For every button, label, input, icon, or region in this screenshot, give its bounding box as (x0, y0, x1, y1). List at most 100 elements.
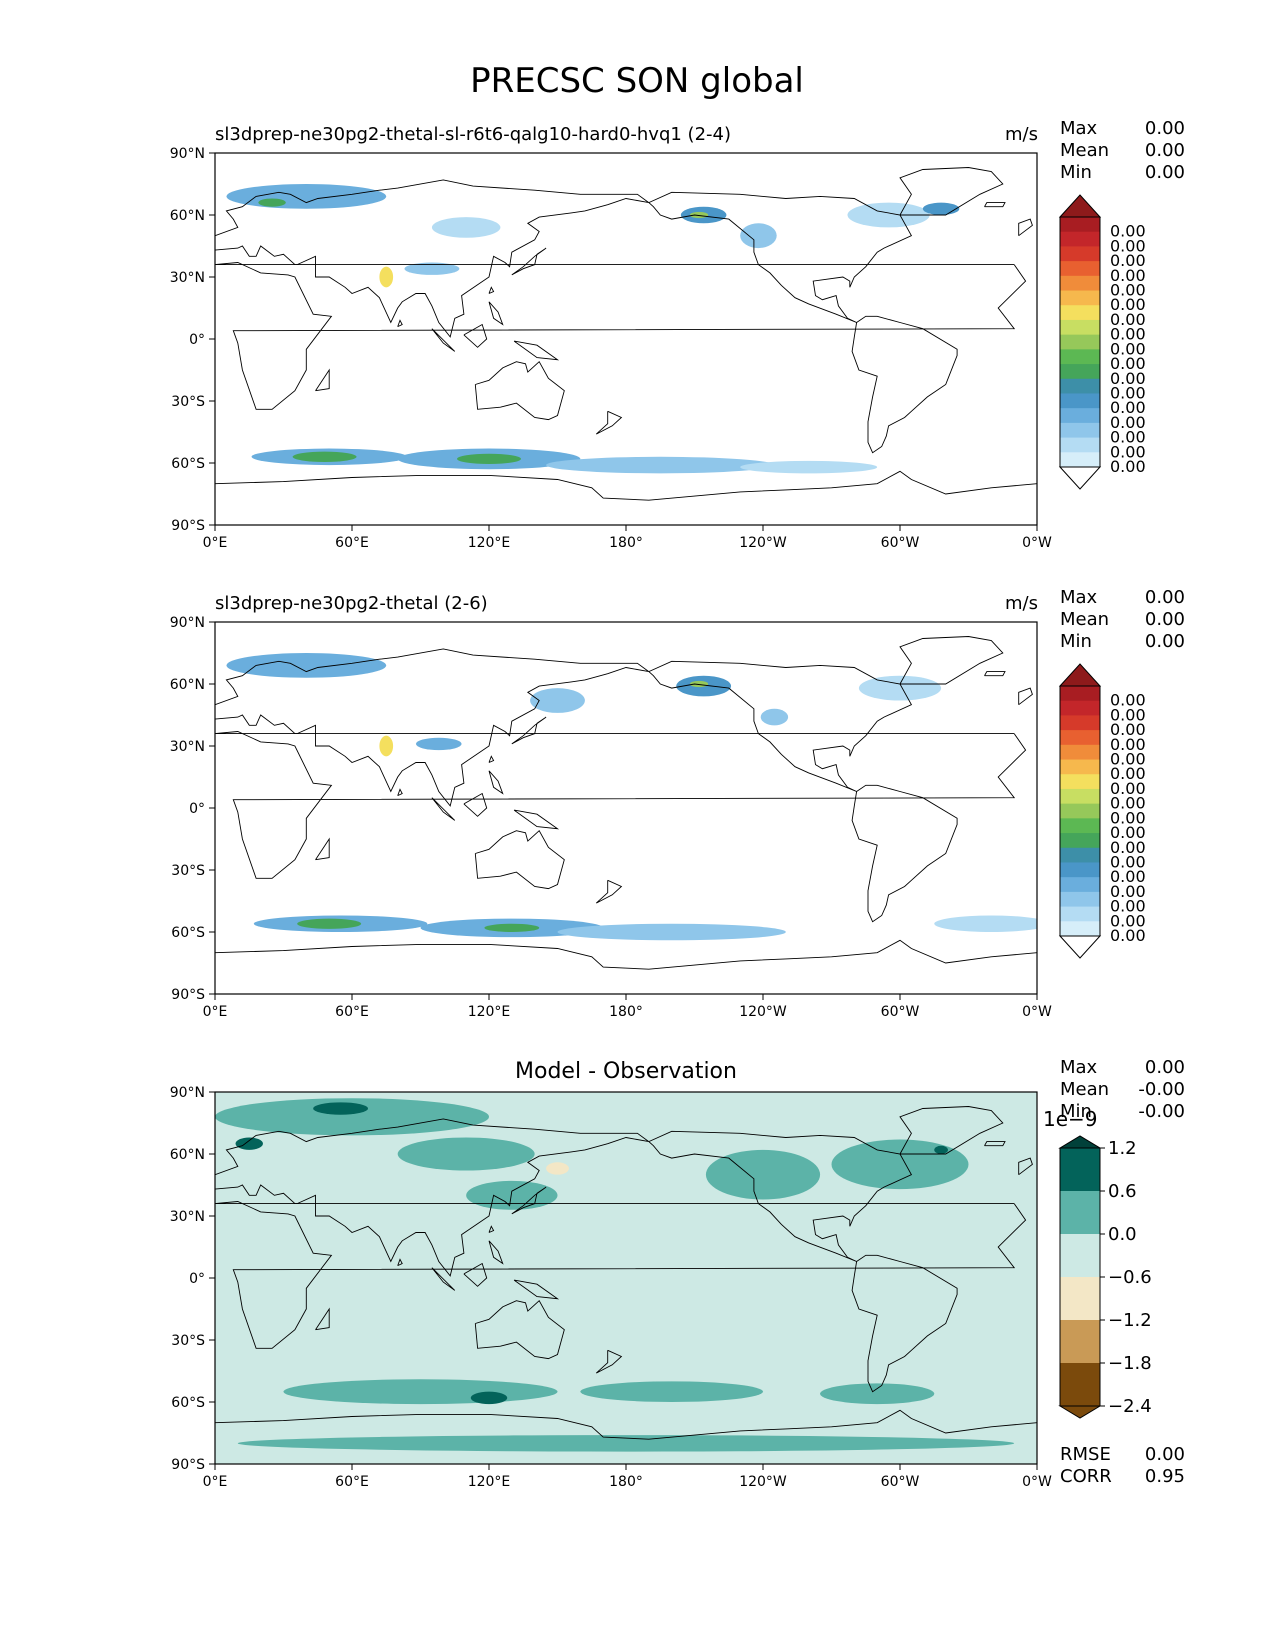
lat-tick-label: 30°N (170, 739, 205, 755)
stat-mean-label: Mean (1060, 140, 1109, 161)
stat-max-value: 0.00 (1145, 587, 1185, 608)
coastline (397, 319, 403, 328)
coastline (851, 1254, 958, 1393)
coastline (215, 1118, 650, 1277)
panel-left-title: sl3dprep-ne30pg2-thetal-sl-r6t6-qalg10-h… (215, 124, 731, 145)
stat-mean-label: Mean (1060, 609, 1109, 630)
field-region (546, 456, 775, 474)
field-region (404, 262, 460, 275)
colorbar-tick-label: 0.00 (1110, 325, 1146, 344)
lon-tick-label: 120°E (468, 535, 511, 551)
colorbar-tick-label: 0.0 (1108, 1224, 1137, 1245)
lat-tick-label: 90°S (171, 518, 205, 534)
field-region (313, 1102, 368, 1115)
field-region (283, 1379, 558, 1405)
colorbar-tick-label: −1.8 (1108, 1353, 1152, 1374)
map-plot: 90°N 60°N 30°N 0° 30°S 60°S 90°S0°E 60°E 120°E 18… (170, 615, 1052, 1020)
field-region (760, 708, 789, 726)
colorbar-tick-label: 0.00 (1110, 808, 1146, 827)
colorbar-segment (1060, 422, 1100, 439)
field-region (470, 1391, 508, 1405)
coastline (595, 1349, 623, 1374)
field-region (820, 1383, 935, 1405)
colorbar-tick-label: 0.6 (1108, 1181, 1137, 1202)
colorbar-tick-label: 0.00 (1110, 838, 1146, 857)
lon-tick-label: 60°E (335, 1474, 369, 1490)
field-region (689, 211, 709, 219)
colorbar-tick-label: −1.2 (1108, 1310, 1152, 1331)
colorbar-segment (1060, 833, 1100, 849)
panel-left-title: sl3dprep-ne30pg2-thetal (2-6) (215, 593, 488, 614)
colorbar-segment (1060, 1234, 1100, 1278)
stat-min-value: -0.00 (1138, 1101, 1185, 1122)
field-region (934, 915, 1037, 932)
lat-tick-label: 90°N (170, 146, 205, 162)
colorbar-tick-label: 0.00 (1110, 867, 1146, 886)
colorbar-segment (1060, 686, 1100, 702)
colorbar-segment (1060, 378, 1100, 394)
colorbar-segment (1060, 231, 1100, 247)
colorbar-segment (1060, 906, 1100, 922)
colorbar-tick-label: 0.00 (1110, 926, 1146, 945)
colorbar-exponent: 1e−9 (1043, 1107, 1098, 1131)
coastline (511, 247, 547, 276)
field-region (431, 217, 501, 238)
stat-min-label: Min (1060, 1101, 1092, 1122)
colorbar-tick-label: 0.00 (1110, 457, 1146, 476)
coastline (899, 167, 1004, 216)
colorbar-extend-max (1058, 663, 1102, 687)
colorbar-tick-label: 0.00 (1110, 764, 1146, 783)
field-region (466, 1180, 558, 1210)
colorbar-segment (1060, 261, 1100, 277)
lat-tick-label: 60°S (171, 1395, 205, 1411)
colorbar-segment (1060, 1320, 1100, 1364)
panel-test: sl3dprep-ne30pg2-thetal-sl-r6t6-qalg10-h… (170, 118, 1185, 551)
stat-mean-value: -0.00 (1138, 1079, 1185, 1100)
colorbar-segment (1060, 788, 1100, 805)
colorbar-tick-label: 0.00 (1110, 354, 1146, 373)
colorbar-segment (1060, 393, 1100, 409)
colorbar-segment (1060, 452, 1100, 468)
colorbar-extend-max (1058, 1135, 1102, 1149)
coastline (1018, 687, 1033, 706)
colorbar-segment (1060, 818, 1100, 834)
colorbar-outline (1059, 216, 1101, 468)
colorbar-tick-label: 0.00 (1110, 398, 1146, 417)
field-region (740, 460, 878, 474)
stat-mean-value: 0.00 (1145, 609, 1185, 630)
colorbar-tick-label: 0.00 (1110, 236, 1146, 255)
lon-tick-label: 180° (609, 535, 643, 551)
stat-min-value: 0.00 (1145, 631, 1185, 652)
field-region (689, 680, 709, 688)
colorbar-segment (1060, 744, 1100, 761)
coastline (648, 1130, 913, 1262)
field-region (237, 1435, 1015, 1452)
coastline (474, 1299, 565, 1360)
lat-tick-label: 60°N (170, 208, 205, 224)
coastline (463, 1262, 488, 1287)
stat-max-label: Max (1060, 1057, 1098, 1078)
coastline (474, 360, 565, 421)
lat-tick-label: 60°N (170, 1147, 205, 1163)
field-region (226, 184, 387, 209)
colorbar-segment (1060, 217, 1100, 233)
field-region (530, 688, 585, 713)
lon-tick-label: 60°W (881, 1004, 920, 1020)
field-region (226, 653, 387, 678)
colorbar-segment (1060, 862, 1100, 878)
stat-mean-value: 0.00 (1145, 140, 1185, 161)
colorbar-tick-label: 0.00 (1110, 882, 1146, 901)
field-region (858, 675, 942, 701)
lon-tick-label: 120°E (468, 1474, 511, 1490)
field-region (379, 266, 394, 288)
colorbar-tick-label: 0.00 (1110, 266, 1146, 285)
stat-max-value: 0.00 (1145, 118, 1185, 139)
stat-min-label: Min (1060, 162, 1092, 183)
field-region (546, 1162, 569, 1175)
map-plot: 90°N 60°N 30°N 0° 30°S 60°S 90°S0°E 60°E 120°E 18… (170, 146, 1052, 551)
colorbar-segment (1060, 246, 1100, 262)
coastline (215, 179, 650, 338)
lon-tick-label: 0°W (1022, 1004, 1052, 1020)
colorbar-tick-label: 0.00 (1110, 295, 1146, 314)
field-region (235, 1137, 263, 1150)
